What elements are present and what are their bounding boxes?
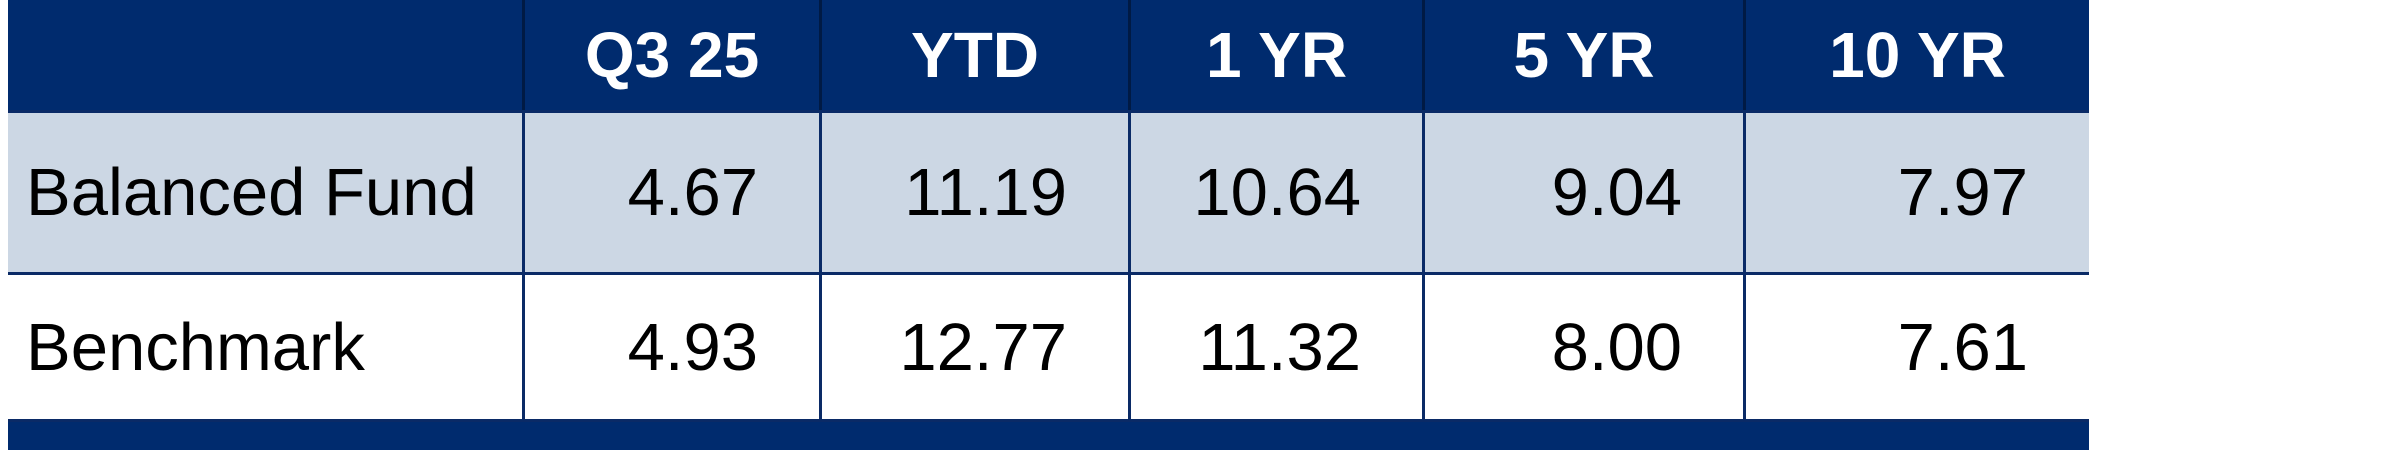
value-cell: 7.61 <box>1897 309 2028 385</box>
header-row: Q3 25 YTD 1 YR 5 YR 10 YR <box>8 0 2089 110</box>
row-label: Benchmark <box>8 275 525 419</box>
value-cell: 8.00 <box>1425 275 1746 419</box>
row-label: Balanced Fund <box>8 113 525 272</box>
table-row: Benchmark 4.93 12.77 11.32 8.00 7.61 <box>8 272 2089 419</box>
table-row: Balanced Fund 4.67 11.19 10.64 9.04 7.97 <box>8 110 2089 272</box>
value-cell: 11.32 <box>1131 275 1425 419</box>
value-cell: 4.93 <box>525 275 822 419</box>
value-cell: 7.97 <box>1897 155 2028 230</box>
column-header: 1 YR <box>1131 0 1425 110</box>
value-cell: 11.19 <box>822 113 1131 272</box>
value-cell: 12.77 <box>822 275 1131 419</box>
returns-table: Q3 25 YTD 1 YR 5 YR 10 YR Balanced Fund 4.67 1… <box>8 0 2089 450</box>
column-header: Q3 25 <box>525 0 822 110</box>
corner-cell <box>8 0 525 110</box>
value-cell: 9.04 <box>1425 113 1746 272</box>
column-header: 5 YR <box>1425 0 1746 110</box>
value-cell: 4.67 <box>525 113 822 272</box>
footer-bar <box>8 419 2089 450</box>
column-header: YTD <box>822 0 1131 110</box>
value-cell: 10.64 <box>1131 113 1425 272</box>
column-header: 10 YR <box>1829 19 2006 91</box>
